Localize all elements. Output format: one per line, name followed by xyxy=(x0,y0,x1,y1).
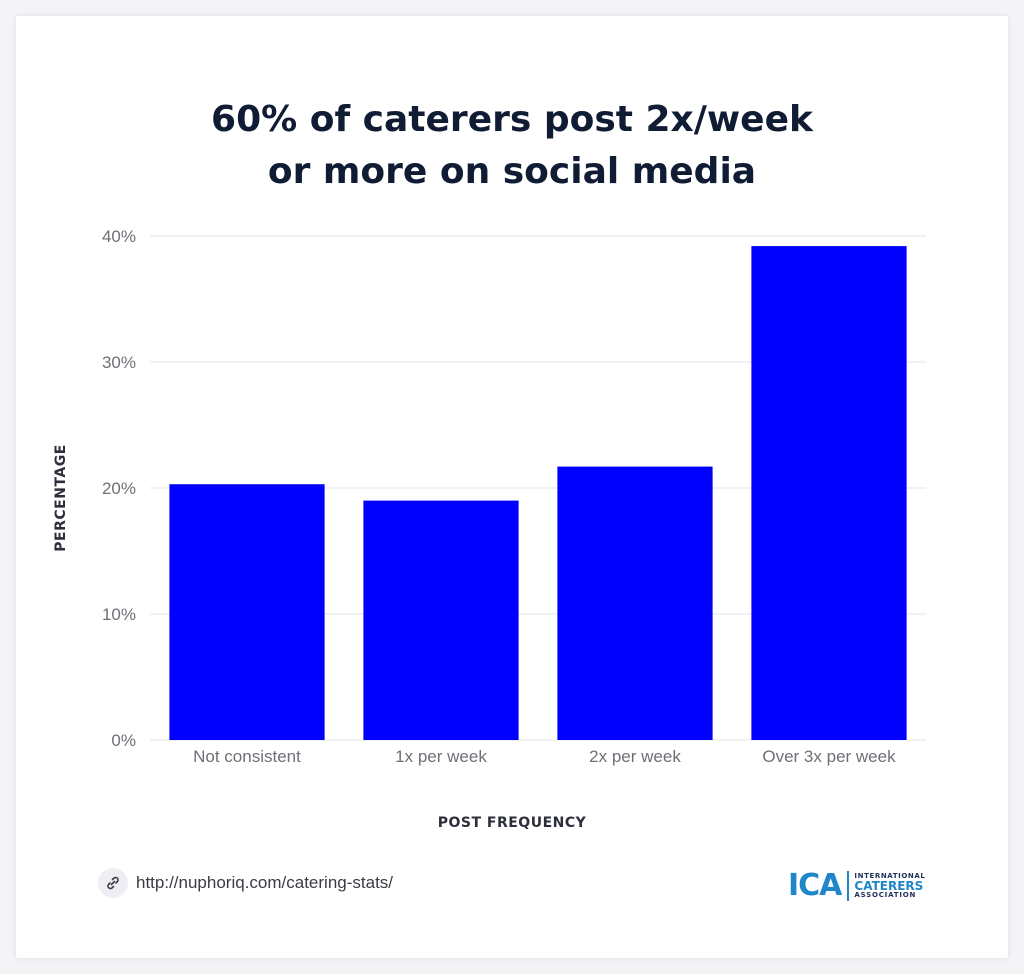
logo-wordmark: INTERNATIONAL CATERERS ASSOCIATION xyxy=(849,873,925,899)
y-tick-label: 10% xyxy=(102,605,136,624)
bar-2x-per-week xyxy=(557,466,713,740)
source-footer: http://nuphoriq.com/catering-stats/ xyxy=(98,868,393,898)
bar-not-consistent xyxy=(169,484,325,740)
x-tick-labels: Not consistent 1x per week 2x per week Over… xyxy=(193,747,896,766)
logo-line-1: INTERNATIONAL xyxy=(854,872,926,880)
y-axis-title: PERCENTAGE xyxy=(53,444,69,552)
bar-chart: 0% 10% 20% 30% 40% Not consistent 1x per week… xyxy=(53,227,926,831)
source-url[interactable]: http://nuphoriq.com/catering-stats/ xyxy=(136,873,394,892)
chart-title: 60% of caterers post 2x/week or more on … xyxy=(16,94,1008,198)
chart-card: 60% of caterers post 2x/week or more on … xyxy=(16,16,1008,958)
bar-1x-per-week xyxy=(363,500,519,740)
link-icon xyxy=(98,868,128,898)
y-tick-label: 40% xyxy=(102,227,136,246)
logo-line-2: CATERERS xyxy=(854,879,924,893)
logo-mark: ICA xyxy=(788,871,850,901)
y-tick-labels: 0% 10% 20% 30% 40% xyxy=(102,227,136,750)
y-tick-label: 30% xyxy=(102,353,136,372)
x-axis-title: POST FREQUENCY xyxy=(438,815,587,831)
x-tick-label: Over 3x per week xyxy=(762,747,896,766)
x-tick-label: 1x per week xyxy=(395,747,487,766)
x-tick-label: Not consistent xyxy=(193,747,301,766)
chart-title-line-1: 60% of caterers post 2x/week xyxy=(211,99,813,140)
bar-over-3x-per-week xyxy=(751,246,907,740)
x-tick-label: 2x per week xyxy=(589,747,681,766)
logo-line-3: ASSOCIATION xyxy=(854,891,917,899)
y-tick-label: 20% xyxy=(102,479,136,498)
ica-logo: ICA INTERNATIONAL CATERERS ASSOCIATION xyxy=(788,871,925,901)
chart-title-line-2: or more on social media xyxy=(267,151,757,192)
bars xyxy=(169,246,907,740)
y-tick-label: 0% xyxy=(111,731,136,750)
